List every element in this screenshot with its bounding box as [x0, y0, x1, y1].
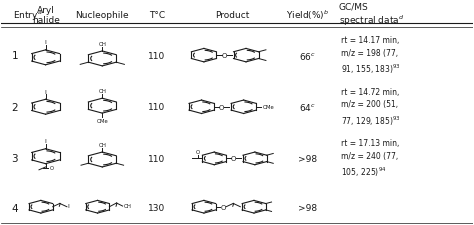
Text: O: O	[49, 165, 54, 170]
Text: 1: 1	[11, 51, 18, 61]
Text: O: O	[221, 53, 227, 59]
Text: Aryl
halide: Aryl halide	[32, 6, 60, 25]
Text: OH: OH	[124, 203, 131, 208]
Text: OH: OH	[99, 89, 106, 94]
Text: >98: >98	[298, 203, 318, 212]
Text: I: I	[68, 203, 70, 208]
Text: 3: 3	[11, 154, 18, 164]
Text: O: O	[231, 156, 237, 162]
Text: O: O	[220, 204, 226, 210]
Text: 110: 110	[148, 154, 165, 163]
Text: OMe: OMe	[96, 118, 108, 124]
Text: Nucleophile: Nucleophile	[75, 11, 129, 20]
Text: 110: 110	[148, 103, 165, 112]
Text: 66$^c$: 66$^c$	[300, 50, 316, 61]
Text: rt = 14.72 min,
m/z = 200 (51,
77, 129, 185)$^{93}$: rt = 14.72 min, m/z = 200 (51, 77, 129, …	[341, 87, 401, 127]
Text: GC/MS
spectral data$^d$: GC/MS spectral data$^d$	[338, 3, 404, 28]
Text: Entry$^a$: Entry$^a$	[12, 9, 42, 22]
Text: I: I	[45, 40, 46, 45]
Text: OMe: OMe	[263, 105, 274, 110]
Text: T°C: T°C	[148, 11, 165, 20]
Text: O: O	[196, 150, 200, 155]
Text: rt = 14.17 min,
m/z = 198 (77,
91, 155, 183)$^{93}$: rt = 14.17 min, m/z = 198 (77, 91, 155, …	[341, 36, 401, 76]
Text: >98: >98	[298, 154, 318, 163]
Text: OH: OH	[99, 143, 106, 148]
Text: Product: Product	[215, 11, 249, 20]
Text: 110: 110	[148, 51, 165, 60]
Text: 2: 2	[11, 102, 18, 112]
Text: Yield(%)$^b$: Yield(%)$^b$	[286, 9, 329, 22]
Text: 64$^c$: 64$^c$	[300, 102, 316, 113]
Text: I: I	[45, 89, 46, 94]
Text: 4: 4	[11, 203, 18, 213]
Text: O: O	[219, 104, 224, 110]
Text: rt = 17.13 min,
m/z = 240 (77,
105, 225)$^{94}$: rt = 17.13 min, m/z = 240 (77, 105, 225)…	[341, 139, 400, 179]
Text: I: I	[45, 138, 46, 143]
Text: OH: OH	[99, 42, 106, 47]
Text: 130: 130	[148, 203, 165, 212]
